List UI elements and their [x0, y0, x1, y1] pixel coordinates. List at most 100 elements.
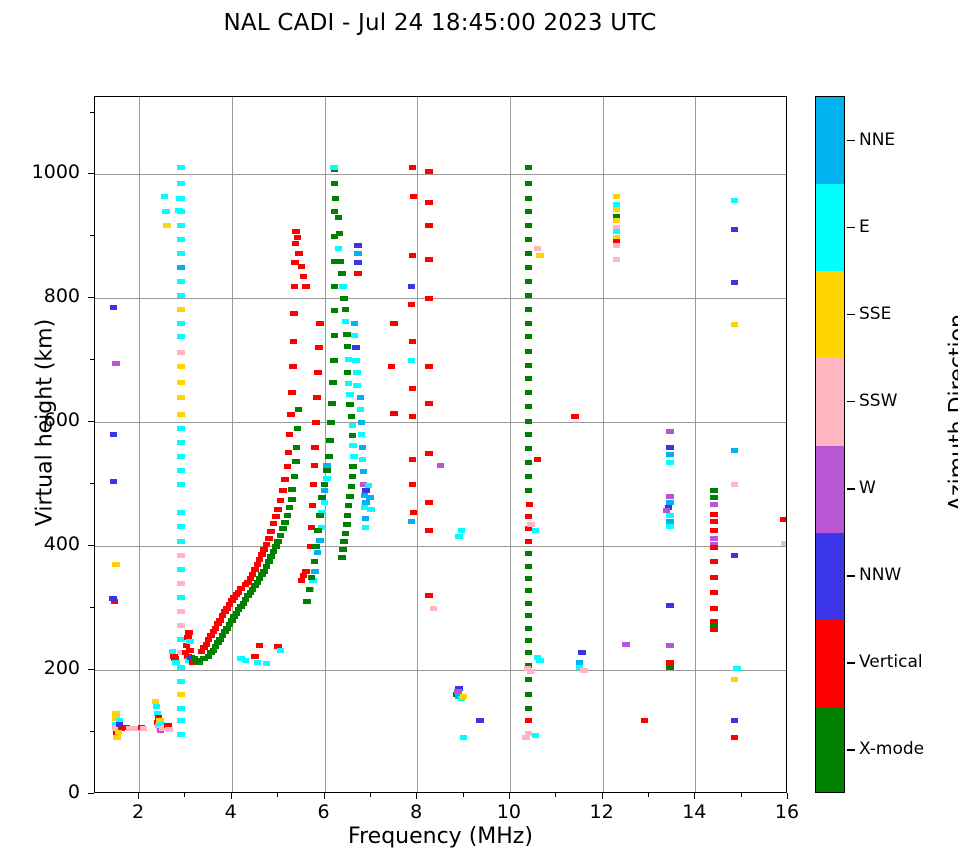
echo-pixel — [184, 635, 192, 641]
echo-pixel — [360, 505, 369, 511]
echo-pixel — [354, 259, 362, 265]
colorbar-segment-e — [816, 184, 844, 272]
echo-pixel — [408, 164, 417, 170]
echo-pixel — [177, 692, 185, 698]
echo-pixel — [366, 495, 374, 501]
echo-pixel — [267, 528, 275, 534]
echo-pixel — [165, 727, 173, 733]
echo-pixel — [177, 320, 185, 326]
colorbar-label-vertical: Vertical — [859, 652, 923, 673]
echo-pixel — [177, 307, 185, 312]
echo-pixel — [425, 500, 433, 506]
echo-pixel — [315, 345, 323, 351]
echo-pixel — [459, 734, 468, 740]
echo-pixel — [109, 596, 117, 602]
echo-pixel — [133, 725, 141, 731]
echo-pixel — [407, 283, 416, 289]
echo-pixel — [408, 385, 417, 391]
gridline-horizontal — [95, 298, 786, 300]
echo-pixel — [350, 333, 359, 338]
echo-pixel — [425, 401, 433, 407]
colorbar-label-ssw: SSW — [859, 390, 898, 411]
echo-pixel — [344, 503, 353, 509]
echo-pixel — [177, 567, 185, 573]
echo-pixel — [524, 650, 533, 656]
echo-pixel — [408, 339, 417, 345]
colorbar-tick — [847, 575, 855, 577]
echo-pixel — [522, 734, 530, 740]
gridline-horizontal — [95, 422, 786, 424]
echo-pixel — [357, 419, 366, 425]
echo-pixel — [316, 537, 324, 543]
echo-pixel — [115, 718, 124, 724]
echo-pixel — [112, 562, 120, 568]
echo-pixel — [361, 515, 369, 521]
echo-pixel — [330, 308, 339, 314]
echo-pixel — [253, 660, 261, 666]
echo-pixel — [409, 193, 418, 199]
echo-pixel — [524, 662, 533, 668]
echo-pixel — [457, 528, 465, 534]
echo-pixel — [281, 520, 289, 526]
echo-pixel — [151, 698, 159, 704]
echo-pixel — [265, 558, 273, 564]
y-tick-minor — [90, 111, 94, 113]
echo-pixel — [710, 605, 718, 611]
echo-pixel — [524, 362, 533, 368]
echo-pixel — [262, 542, 271, 548]
echo-pixel — [338, 554, 346, 560]
echo-pixel — [352, 345, 360, 351]
plot-area — [94, 96, 787, 793]
echo-pixel — [436, 463, 445, 469]
gridline-horizontal — [95, 546, 786, 548]
echo-pixel — [524, 278, 533, 284]
echo-pixel — [311, 568, 319, 574]
echo-pixel — [407, 518, 416, 524]
echo-pixel — [314, 528, 322, 534]
echo-pixel — [293, 426, 302, 431]
colorbar-title: Azimuth Direction — [945, 313, 958, 512]
echo-pixel — [571, 413, 579, 419]
colorbar-label-nnw: NNW — [859, 565, 902, 586]
echo-pixel — [343, 344, 352, 350]
echo-pixel — [318, 509, 326, 515]
echo-pixel — [297, 263, 305, 269]
echo-pixel — [289, 339, 298, 345]
echo-pixel — [177, 439, 185, 445]
x-tick — [230, 793, 232, 799]
echo-pixel — [177, 164, 185, 170]
echo-pixel — [408, 252, 417, 258]
echo-pixel — [408, 481, 417, 487]
echo-pixel — [425, 295, 433, 301]
x-tick — [138, 793, 139, 799]
echo-pixel — [330, 233, 339, 239]
y-axis-title: Virtual height (km) — [32, 318, 58, 527]
echo-pixel — [524, 251, 533, 257]
x-tick — [508, 793, 510, 799]
echo-pixel — [228, 618, 236, 623]
x-tick-label: 16 — [774, 801, 800, 823]
y-tick — [88, 297, 94, 299]
echo-pixel — [524, 718, 533, 724]
echo-pixel — [279, 526, 287, 532]
echo-pixel — [347, 484, 356, 490]
echo-pixel — [177, 292, 185, 298]
colorbar-segment-vertical — [816, 619, 844, 707]
echo-pixel — [524, 692, 533, 698]
gridline-vertical — [417, 97, 419, 792]
x-tick — [416, 793, 418, 799]
echo-pixel — [156, 718, 164, 724]
echo-pixel — [204, 636, 213, 642]
x-tick-minor — [740, 793, 742, 797]
echo-pixel — [218, 613, 227, 619]
colorbar — [815, 96, 845, 793]
echo-pixel — [228, 598, 236, 604]
echo-pixel — [211, 644, 220, 649]
echo-pixel — [276, 532, 285, 538]
y-tick-minor — [90, 483, 94, 485]
echo-pixel — [269, 521, 278, 527]
echo-pixel — [290, 311, 298, 317]
echo-pixel — [524, 563, 533, 569]
echo-pixel — [237, 585, 245, 591]
